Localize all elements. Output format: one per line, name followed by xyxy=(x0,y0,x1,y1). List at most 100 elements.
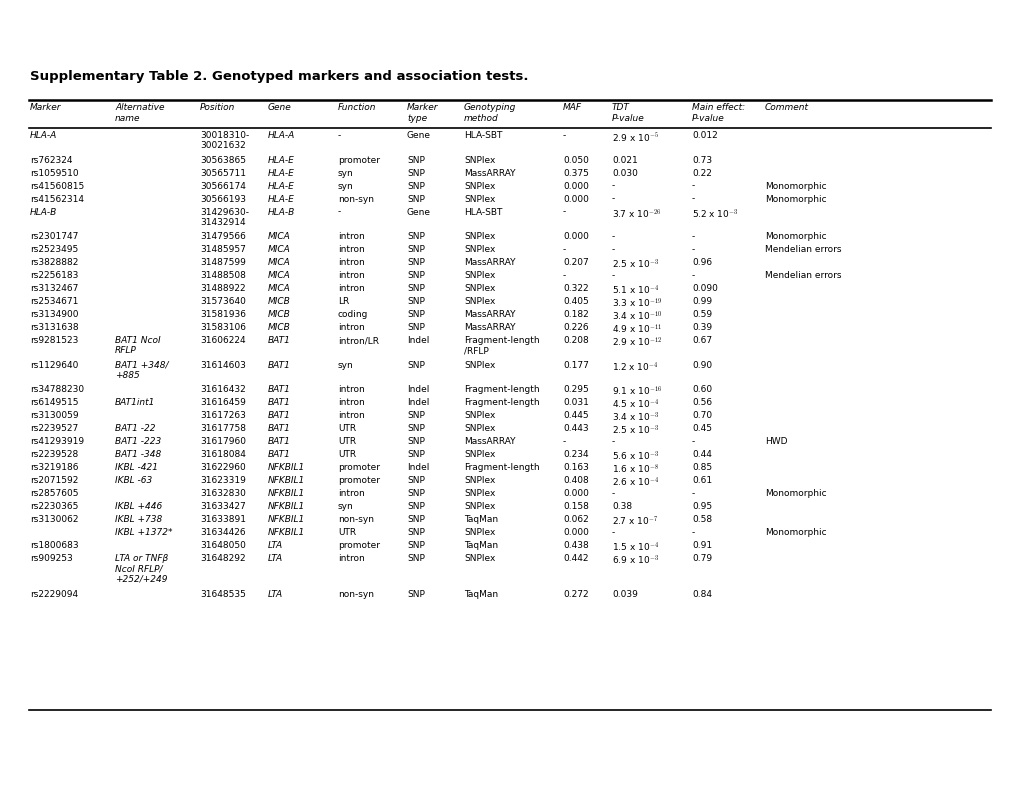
Text: 31618084: 31618084 xyxy=(200,450,246,459)
Text: HLA-A: HLA-A xyxy=(30,131,57,140)
Text: 0.030: 0.030 xyxy=(611,169,637,177)
Text: 0.207: 0.207 xyxy=(562,258,588,267)
Text: 0.000: 0.000 xyxy=(562,232,588,241)
Text: 0.375: 0.375 xyxy=(562,169,588,177)
Text: BAT1 -348: BAT1 -348 xyxy=(115,450,161,459)
Text: BAT1 +348/
+885: BAT1 +348/ +885 xyxy=(115,360,168,380)
Text: rs2301747: rs2301747 xyxy=(30,232,78,241)
Text: intron: intron xyxy=(337,554,365,563)
Text: Monomorphic: Monomorphic xyxy=(764,528,825,537)
Text: Position: Position xyxy=(200,103,235,112)
Text: rs41560815: rs41560815 xyxy=(30,181,85,191)
Text: 31616432: 31616432 xyxy=(200,385,246,394)
Text: -: - xyxy=(562,271,566,280)
Text: -: - xyxy=(691,271,695,280)
Text: 0.000: 0.000 xyxy=(562,489,588,498)
Text: Supplementary Table 2. Genotyped markers and association tests.: Supplementary Table 2. Genotyped markers… xyxy=(30,70,528,83)
Text: intron: intron xyxy=(337,411,365,420)
Text: Fragment-length: Fragment-length xyxy=(464,385,539,394)
Text: 30566193: 30566193 xyxy=(200,195,246,203)
Text: Genotyping: Genotyping xyxy=(464,103,516,112)
Text: intron: intron xyxy=(337,489,365,498)
Text: 0.96: 0.96 xyxy=(691,258,711,267)
Text: promoter: promoter xyxy=(337,476,380,485)
Text: SNPlex: SNPlex xyxy=(464,195,495,203)
Text: rs3130062: rs3130062 xyxy=(30,515,78,524)
Text: 3.4 x 10$^{-10}$: 3.4 x 10$^{-10}$ xyxy=(611,310,661,323)
Text: SNPlex: SNPlex xyxy=(464,271,495,280)
Text: Monomorphic: Monomorphic xyxy=(764,489,825,498)
Text: intron: intron xyxy=(337,398,365,407)
Text: intron: intron xyxy=(337,245,365,254)
Text: 2.9 x 10$^{-12}$: 2.9 x 10$^{-12}$ xyxy=(611,336,661,349)
Text: 0.031: 0.031 xyxy=(562,398,588,407)
Text: 31485957: 31485957 xyxy=(200,245,246,254)
Text: rs2256183: rs2256183 xyxy=(30,271,78,280)
Text: rs2857605: rs2857605 xyxy=(30,489,78,498)
Text: syn: syn xyxy=(337,360,354,370)
Text: BAT1: BAT1 xyxy=(268,424,290,433)
Text: MICA: MICA xyxy=(268,271,290,280)
Text: HLA-B: HLA-B xyxy=(30,207,57,217)
Text: 0.012: 0.012 xyxy=(691,131,717,140)
Text: Monomorphic: Monomorphic xyxy=(764,232,825,241)
Text: -: - xyxy=(337,207,341,217)
Text: NFKBIL1: NFKBIL1 xyxy=(268,463,305,472)
Text: 0.95: 0.95 xyxy=(691,502,711,511)
Text: BAT1 -223: BAT1 -223 xyxy=(115,437,161,446)
Text: non-syn: non-syn xyxy=(337,515,374,524)
Text: 0.73: 0.73 xyxy=(691,155,711,165)
Text: SNP: SNP xyxy=(407,590,425,599)
Text: SNPlex: SNPlex xyxy=(464,360,495,370)
Text: SNP: SNP xyxy=(407,437,425,446)
Text: 0.050: 0.050 xyxy=(562,155,588,165)
Text: 0.443: 0.443 xyxy=(562,424,588,433)
Text: BAT1: BAT1 xyxy=(268,411,290,420)
Text: intron: intron xyxy=(337,323,365,332)
Text: UTR: UTR xyxy=(337,528,356,537)
Text: LTA or TNFβ
NcoI RFLP/
+252/+249: LTA or TNFβ NcoI RFLP/ +252/+249 xyxy=(115,554,168,584)
Text: Fragment-length
/RFLP: Fragment-length /RFLP xyxy=(464,336,539,355)
Text: IKBL -421: IKBL -421 xyxy=(115,463,158,472)
Text: rs2523495: rs2523495 xyxy=(30,245,78,254)
Text: rs2534671: rs2534671 xyxy=(30,297,78,306)
Text: SNPlex: SNPlex xyxy=(464,297,495,306)
Text: 0.158: 0.158 xyxy=(562,502,588,511)
Text: rs2239527: rs2239527 xyxy=(30,424,78,433)
Text: -: - xyxy=(611,181,614,191)
Text: 0.438: 0.438 xyxy=(562,541,588,550)
Text: rs3828882: rs3828882 xyxy=(30,258,78,267)
Text: rs41293919: rs41293919 xyxy=(30,437,84,446)
Text: Fragment-length: Fragment-length xyxy=(464,398,539,407)
Text: intron: intron xyxy=(337,258,365,267)
Text: rs2230365: rs2230365 xyxy=(30,502,78,511)
Text: 5.1 x 10$^{-4}$: 5.1 x 10$^{-4}$ xyxy=(611,284,658,297)
Text: NFKBIL1: NFKBIL1 xyxy=(268,476,305,485)
Text: MassARRAY: MassARRAY xyxy=(464,323,515,332)
Text: BAT1int1: BAT1int1 xyxy=(115,398,155,407)
Text: 0.234: 0.234 xyxy=(562,450,588,459)
Text: 0.39: 0.39 xyxy=(691,323,711,332)
Text: 0.70: 0.70 xyxy=(691,411,711,420)
Text: MICA: MICA xyxy=(268,284,290,293)
Text: SNP: SNP xyxy=(407,297,425,306)
Text: 0.000: 0.000 xyxy=(562,528,588,537)
Text: HLA-E: HLA-E xyxy=(268,155,294,165)
Text: 31583106: 31583106 xyxy=(200,323,246,332)
Text: Gene: Gene xyxy=(407,131,431,140)
Text: 31617758: 31617758 xyxy=(200,424,246,433)
Text: SNPlex: SNPlex xyxy=(464,411,495,420)
Text: 2.9 x 10$^{-5}$: 2.9 x 10$^{-5}$ xyxy=(611,131,658,143)
Text: 31614603: 31614603 xyxy=(200,360,246,370)
Text: 31632830: 31632830 xyxy=(200,489,246,498)
Text: BAT1 -22: BAT1 -22 xyxy=(115,424,155,433)
Text: 31622960: 31622960 xyxy=(200,463,246,472)
Text: 0.090: 0.090 xyxy=(691,284,717,293)
Text: rs1059510: rs1059510 xyxy=(30,169,78,177)
Text: rs909253: rs909253 xyxy=(30,554,72,563)
Text: 0.405: 0.405 xyxy=(562,297,588,306)
Text: 0.182: 0.182 xyxy=(562,310,588,319)
Text: rs34788230: rs34788230 xyxy=(30,385,84,394)
Text: SNP: SNP xyxy=(407,450,425,459)
Text: HLA-SBT: HLA-SBT xyxy=(464,131,502,140)
